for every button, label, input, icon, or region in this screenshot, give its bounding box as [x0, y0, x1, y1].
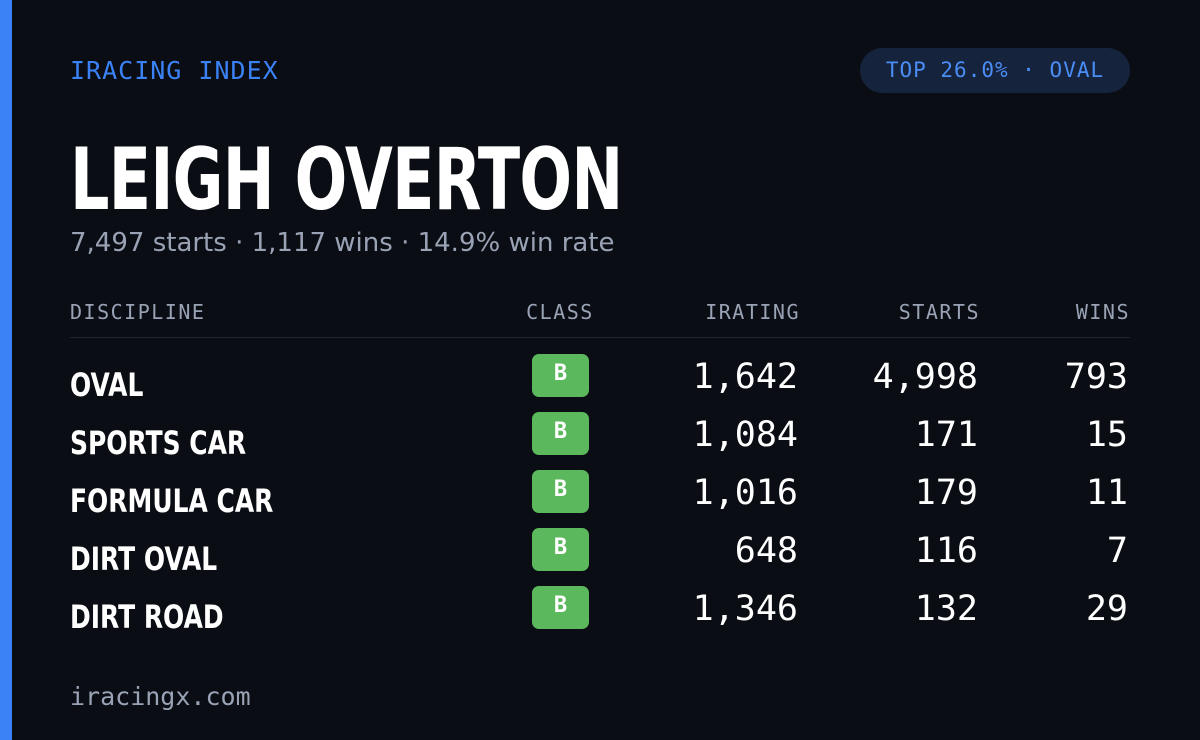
irating: 648: [734, 531, 798, 571]
column-header: CLASS: [526, 300, 594, 324]
irating: 1,084: [692, 415, 798, 455]
wins: 7: [1106, 531, 1128, 571]
class-badge: B: [532, 470, 589, 513]
class-badge: B: [532, 412, 589, 455]
wins: 29: [1085, 589, 1128, 629]
discipline: DIRT ROAD: [70, 598, 224, 636]
class-badge: B: [532, 354, 589, 397]
column-header: STARTS: [898, 300, 980, 324]
class-badge: B: [532, 586, 589, 629]
irating: 1,642: [692, 357, 798, 397]
starts: 116: [914, 531, 978, 571]
irating: 1,346: [692, 589, 798, 629]
column-header: IRATING: [705, 300, 800, 324]
starts: 171: [914, 415, 978, 455]
driver-summary: 7,497 starts · 1,117 wins · 14.9% win ra…: [70, 228, 615, 258]
discipline: SPORTS CAR: [70, 424, 247, 462]
discipline: FORMULA CAR: [70, 482, 274, 520]
column-header: WINS: [1075, 300, 1130, 324]
starts: 132: [914, 589, 978, 629]
irating: 1,016: [692, 473, 798, 513]
wins: 15: [1085, 415, 1128, 455]
starts: 4,998: [872, 357, 978, 397]
discipline: DIRT OVAL: [70, 540, 218, 578]
wins: 793: [1064, 357, 1128, 397]
footer-url: iracingx.com: [70, 682, 251, 711]
starts: 179: [914, 473, 978, 513]
wins: 11: [1085, 473, 1128, 513]
brand: IRACING INDEX: [70, 56, 279, 85]
column-header: DISCIPLINE: [70, 300, 206, 324]
header-rule: [70, 337, 1130, 338]
rank-badge: TOP 26.0% · OVAL: [860, 48, 1130, 93]
driver-name: LEIGH OVERTON: [70, 130, 623, 230]
discipline: OVAL: [70, 366, 144, 404]
accent-stripe: [0, 0, 12, 740]
class-badge: B: [532, 528, 589, 571]
